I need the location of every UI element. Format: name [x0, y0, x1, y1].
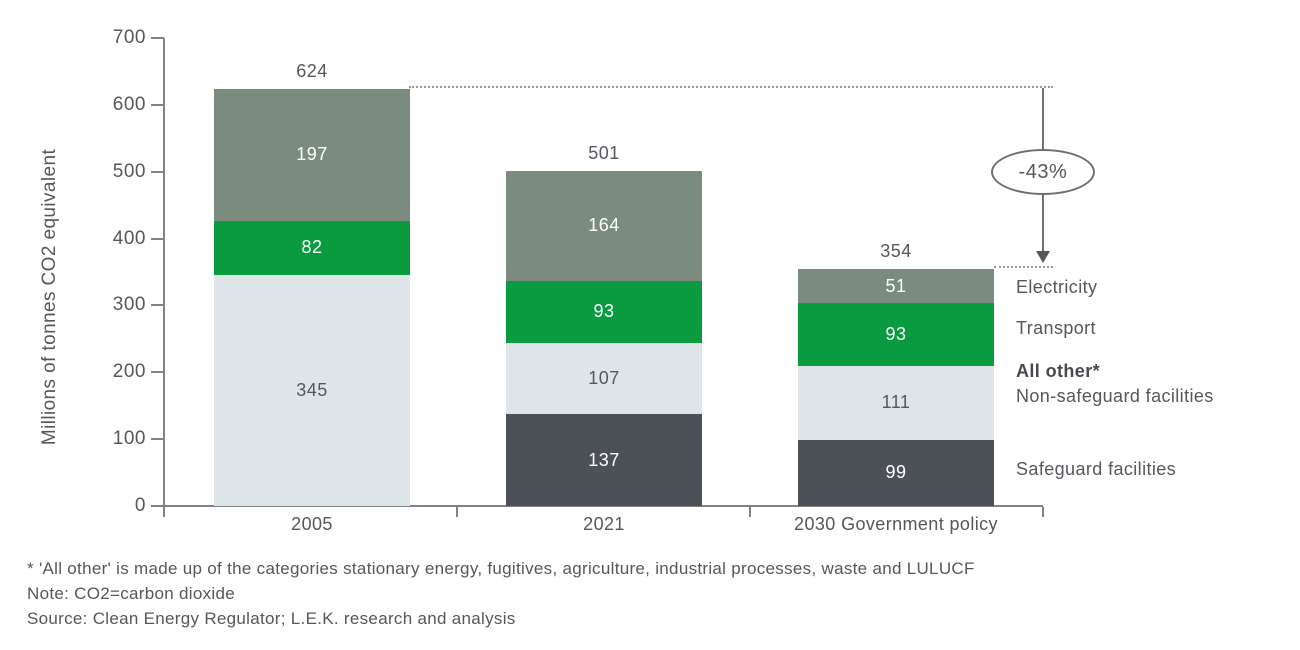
bar-segment-electricity: 164 — [506, 171, 702, 281]
legend-label-non-safeguard: Non-safeguard facilities — [1016, 386, 1214, 406]
bar-segment-value: 82 — [301, 237, 323, 258]
y-tick-mark — [151, 438, 164, 441]
bar-segment-transport: 93 — [798, 303, 994, 366]
x-category-label: 2030 Government policy — [794, 514, 998, 534]
y-tick-label: 300 — [112, 294, 146, 316]
bar-segment-value: 99 — [885, 462, 907, 483]
y-tick-label: 400 — [112, 227, 146, 249]
arrow-down-icon — [1036, 251, 1050, 263]
reduction-annotation-badge: -43% — [991, 149, 1095, 195]
y-tick-mark — [151, 371, 164, 374]
y-tick-mark — [151, 505, 164, 507]
bar-segment-safeguard: 99 — [798, 439, 994, 506]
bar-segment-value: 137 — [588, 449, 620, 470]
y-tick-label: 0 — [134, 495, 146, 516]
x-axis-line — [163, 505, 1043, 507]
bar-total-label: 354 — [880, 241, 912, 262]
bar-segment-safeguard: 137 — [506, 414, 702, 506]
bar-segment-electricity: 51 — [798, 269, 994, 304]
bar-segment-value: 93 — [885, 324, 907, 344]
bar-segment-electricity: 197 — [214, 88, 410, 221]
bar-total-label: 501 — [588, 143, 620, 164]
footnote-note: Note: CO2=carbon dioxide — [27, 584, 236, 603]
legend-label-electricity: Electricity — [1016, 277, 1098, 297]
legend-label-safeguard: Safeguard facilities — [1016, 459, 1177, 479]
footnote-source: Source: Clean Energy Regulator; L.E.K. r… — [27, 609, 516, 628]
footnote-all-other: * 'All other' is made up of the categori… — [27, 559, 975, 578]
bar-segment-value: 93 — [593, 301, 615, 322]
y-tick-label: 500 — [112, 160, 146, 182]
bar-segment-transport: 82 — [214, 220, 410, 276]
x-category-label: 2005 — [291, 514, 333, 534]
y-axis-title: Millions of tonnes CO2 equivalent — [39, 148, 60, 446]
y-tick-mark — [151, 103, 164, 106]
bar-segment-value: 164 — [588, 215, 620, 236]
bar-segment-value: 111 — [881, 392, 911, 413]
y-tick-mark — [151, 170, 164, 173]
bar-segment-non_safeguard: 345 — [214, 275, 410, 506]
bar-segment-non_safeguard: 111 — [798, 365, 994, 440]
bar-segment-value: 51 — [885, 275, 907, 296]
bar-segment-value: 107 — [588, 368, 620, 389]
x-tick-mark — [749, 507, 751, 517]
x-tick-mark — [1042, 507, 1044, 517]
reference-dotted-line-top — [409, 86, 1053, 88]
x-tick-mark — [456, 507, 458, 517]
y-axis-line — [163, 38, 165, 517]
bar-segment-transport: 93 — [506, 280, 702, 343]
legend-label-transport: Transport — [1016, 318, 1096, 338]
bar-segment-non_safeguard: 107 — [506, 342, 702, 415]
y-tick-label: 200 — [112, 361, 146, 383]
legend-label-all-other: All other* — [1016, 361, 1101, 381]
bar-segment-value: 197 — [296, 144, 328, 165]
y-tick-label: 600 — [112, 93, 146, 115]
y-tick-mark — [151, 37, 164, 39]
y-tick-mark — [151, 237, 164, 240]
reference-dotted-line-bottom — [994, 266, 1053, 268]
y-tick-label: 100 — [112, 428, 146, 450]
bar-segment-value: 345 — [296, 380, 328, 401]
reduction-annotation-label: -43% — [1018, 160, 1068, 183]
x-category-label: 2021 — [583, 514, 625, 534]
y-tick-label: 700 — [112, 27, 146, 48]
bar-total-label: 624 — [296, 60, 328, 81]
y-tick-mark — [151, 304, 164, 307]
